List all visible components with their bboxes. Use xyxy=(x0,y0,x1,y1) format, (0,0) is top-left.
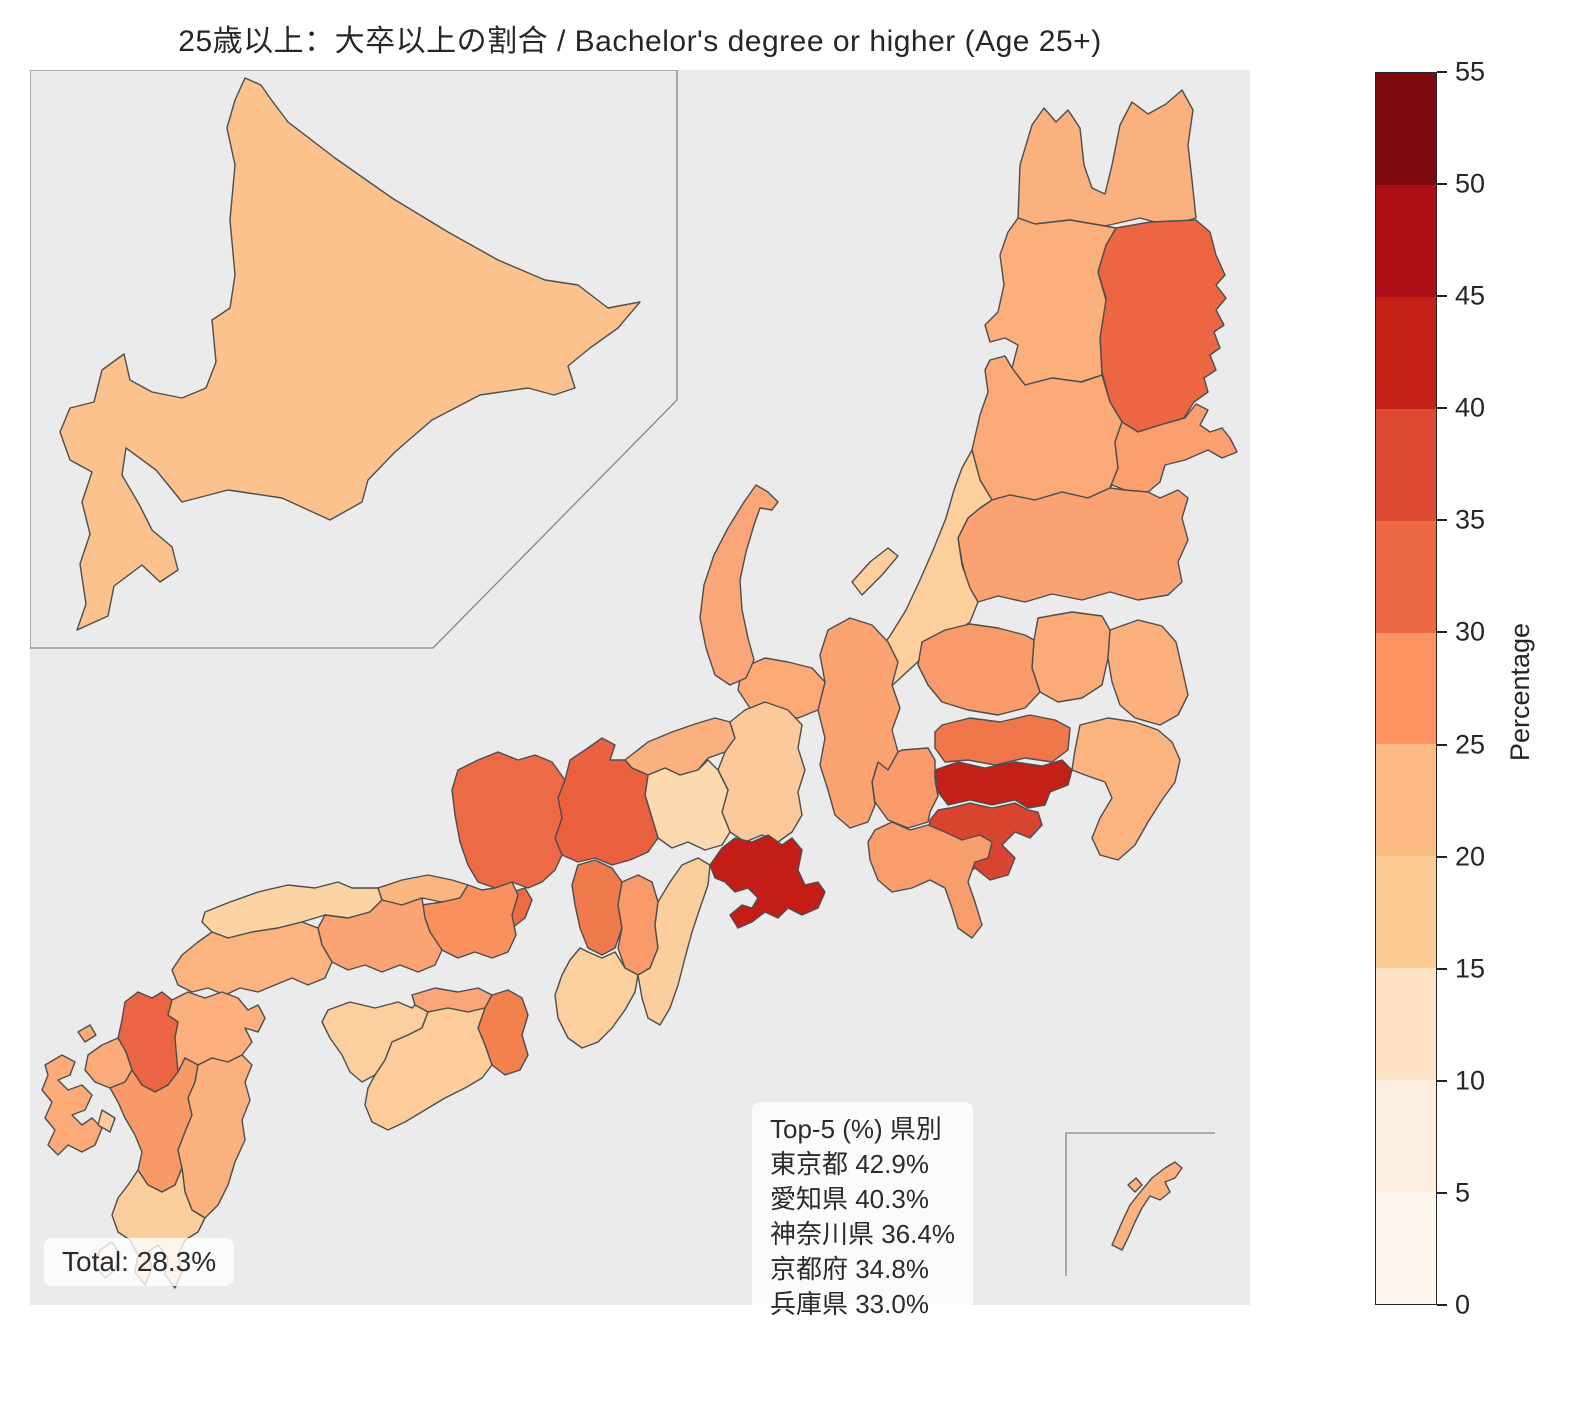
japan-map: Total: 28.3% Top-5 (%) 県別 東京都 42.9% 愛知県 4… xyxy=(30,70,1250,1332)
prefecture-gifu xyxy=(717,701,806,843)
amakusa-islands xyxy=(97,1109,116,1133)
colorbar-segment xyxy=(1376,73,1436,185)
prefecture-fukui xyxy=(624,717,736,776)
top5-entry: 東京都 42.9% xyxy=(770,1149,929,1179)
colorbar-tick-label: 40 xyxy=(1455,392,1486,423)
colorbar-tickmark xyxy=(1437,519,1447,522)
colorbar-tick-label: 10 xyxy=(1455,1065,1486,1096)
colorbar-tick-label: 30 xyxy=(1455,616,1486,647)
colorbar-tick-label: 25 xyxy=(1455,729,1486,760)
prefecture-aomori xyxy=(1017,89,1197,227)
top5-header: Top-5 (%) 県別 xyxy=(770,1114,942,1144)
prefecture-osaka xyxy=(571,859,623,956)
prefecture-saitama xyxy=(934,714,1071,766)
prefecture-wakayama xyxy=(554,947,639,1049)
colorbar-tickmark xyxy=(1437,967,1447,970)
prefecture-tokyo xyxy=(934,759,1073,809)
prefecture-oita xyxy=(167,991,266,1073)
prefecture-miyagi xyxy=(1109,403,1238,493)
prefecture-iwate xyxy=(1097,219,1227,433)
colorbar-segment xyxy=(1376,408,1436,521)
total-label: Total: 28.3% xyxy=(62,1246,217,1277)
prefecture-miyazaki xyxy=(177,1054,253,1219)
colorbar-tick-label: 15 xyxy=(1455,953,1486,984)
colorbar-tick-label: 55 xyxy=(1455,56,1486,87)
top5-entries: 東京都 42.9% 愛知県 40.3% 神奈川県 36.4% 京都府 34.8% 兵庫県… xyxy=(770,1147,955,1322)
colorbar-tickmark xyxy=(1437,71,1447,73)
colorbar-tickmark xyxy=(1437,1191,1447,1194)
colorbar xyxy=(1375,72,1437,1305)
colorbar-segment xyxy=(1376,744,1436,857)
prefecture-hokkaido xyxy=(59,77,641,631)
colorbar-tick-label: 50 xyxy=(1455,168,1486,199)
prefecture-ibaraki xyxy=(1107,619,1189,726)
colorbar-segment xyxy=(1376,1080,1436,1193)
total-annotation: Total: 28.3% xyxy=(44,1238,235,1286)
sado-island xyxy=(851,547,899,596)
inset-borders xyxy=(30,70,1215,1276)
colorbar-tickmark xyxy=(1437,183,1447,186)
prefecture-chiba xyxy=(1071,717,1181,861)
colorbar-tickmark xyxy=(1437,1304,1447,1306)
prefecture-nagano xyxy=(817,617,901,829)
colorbar-tick-label: 5 xyxy=(1455,1177,1471,1208)
prefecture-fukushima xyxy=(957,487,1189,603)
colorbar-tickmark xyxy=(1437,1079,1447,1082)
colorbar-segment xyxy=(1376,520,1436,633)
nagasaki-offshore-islands xyxy=(77,1024,97,1043)
prefecture-yamaguchi xyxy=(171,921,333,996)
colorbar-segment xyxy=(1376,1192,1436,1304)
colorbar-segment xyxy=(1376,184,1436,297)
colorbar-segment xyxy=(1376,296,1436,409)
prefecture-kochi xyxy=(364,1007,493,1131)
prefecture-mie xyxy=(637,857,711,1026)
japan-map-svg xyxy=(30,70,1238,1289)
hokkaido-inset-border xyxy=(30,70,678,649)
top5-entry: 神奈川県 36.4% xyxy=(770,1219,955,1249)
top5-entry: 京都府 34.8% xyxy=(770,1254,929,1284)
colorbar-tick-label: 35 xyxy=(1455,504,1486,535)
prefecture-ishikawa xyxy=(699,484,779,686)
okinawa-inset-border xyxy=(1065,1132,1215,1276)
prefecture-shizuoka xyxy=(867,821,993,939)
colorbar-tick-label: 45 xyxy=(1455,280,1486,311)
colorbar-tickmark xyxy=(1437,295,1447,298)
prefecture-tochigi xyxy=(1031,611,1111,703)
okinawa-small-island xyxy=(1127,1177,1143,1193)
chart-title: 25歳以上：大卒以上の割合 / Bachelor's degree or hig… xyxy=(178,25,1102,58)
colorbar-axis-label: Percentage xyxy=(1504,622,1535,762)
prefectures xyxy=(41,77,1238,1289)
prefecture-nagasaki xyxy=(41,1054,103,1156)
prefecture-okinawa xyxy=(1111,1161,1183,1251)
colorbar-segment xyxy=(1376,856,1436,969)
colorbar-tickmark xyxy=(1437,407,1447,410)
colorbar-tick-label: 20 xyxy=(1455,841,1486,872)
colorbar-tickmark xyxy=(1437,855,1447,858)
prefecture-aichi xyxy=(709,834,826,929)
top5-entry: 兵庫県 33.0% xyxy=(770,1289,929,1319)
colorbar-segment xyxy=(1376,632,1436,745)
colorbar-tickmark xyxy=(1437,631,1447,634)
prefecture-nara xyxy=(617,874,659,976)
prefecture-toyama xyxy=(737,657,826,719)
prefecture-gunma xyxy=(917,623,1041,716)
colorbar-segment xyxy=(1376,968,1436,1081)
colorbar-tick-label: 0 xyxy=(1455,1289,1471,1320)
colorbar-tickmark xyxy=(1437,743,1447,746)
colorbar-segments xyxy=(1376,73,1436,1304)
prefecture-hyogo xyxy=(451,751,566,889)
top5-annotation: Top-5 (%) 県別 東京都 42.9% 愛知県 40.3% 神奈川県 36.4… xyxy=(752,1102,973,1332)
top5-entry: 愛知県 40.3% xyxy=(770,1184,929,1214)
